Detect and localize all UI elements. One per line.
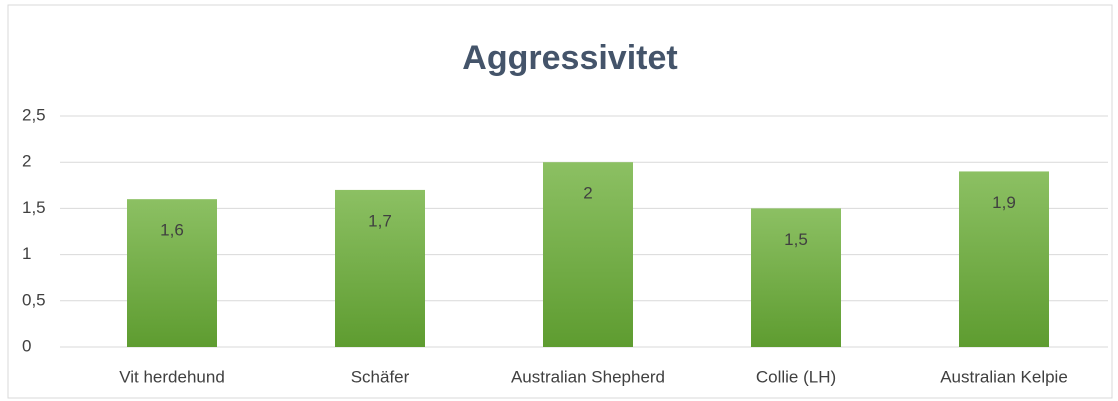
data-label: 1,7 — [368, 211, 392, 230]
data-label: 1,5 — [784, 230, 808, 249]
x-tick-label: Australian Shepherd — [511, 367, 665, 386]
bar — [959, 171, 1049, 347]
y-tick-label: 1,5 — [22, 198, 46, 217]
y-tick-label: 2,5 — [22, 105, 46, 124]
bar — [127, 199, 217, 347]
bar — [543, 162, 633, 347]
chart-title: Aggressivitet — [462, 39, 677, 77]
x-tick-label: Vit herdehund — [119, 367, 225, 386]
data-label: 1,6 — [160, 221, 184, 240]
y-tick-label: 0,5 — [22, 290, 46, 309]
x-tick-label: Schäfer — [351, 367, 410, 386]
data-label: 1,9 — [992, 193, 1016, 212]
data-label: 2 — [583, 184, 592, 203]
bar — [751, 208, 841, 347]
x-tick-label: Collie (LH) — [756, 367, 836, 386]
chart-border — [7, 4, 1113, 399]
y-tick-label: 2 — [22, 152, 31, 171]
y-tick-label: 0 — [22, 336, 31, 355]
bar — [335, 189, 425, 347]
x-tick-label: Australian Kelpie — [940, 367, 1068, 386]
y-tick-label: 1 — [22, 244, 31, 263]
